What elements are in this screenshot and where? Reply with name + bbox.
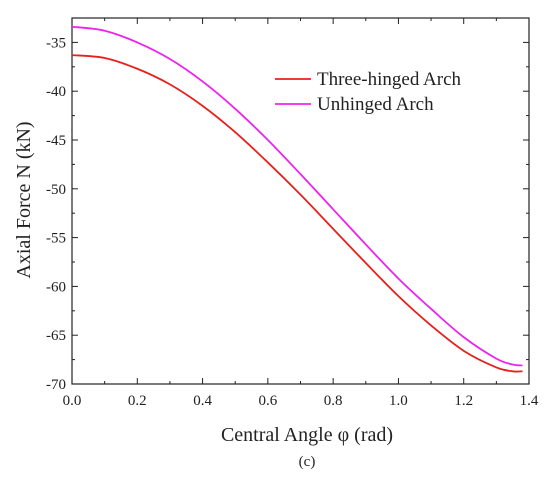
legend-label-unhinged-arch: Unhinged Arch [317,94,434,115]
y-tick-label: -50 [46,182,66,198]
series-line-three-hinged-arch [71,54,523,373]
figure-caption: (c) [299,454,316,470]
y-tick-label: -55 [46,231,66,247]
x-tick-label: 1.4 [520,393,539,409]
legend-label-three-hinged-arch: Three-hinged Arch [317,69,462,90]
x-tick-label: 0.4 [193,393,212,409]
y-tick-label: -70 [46,377,66,393]
y-tick-label: -65 [46,328,66,344]
y-tick-label: -45 [46,133,66,149]
x-tick-label: 0.6 [258,393,277,409]
x-tick-label: 0.8 [324,393,343,409]
x-axis-title: Central Angle φ (rad) [221,424,393,446]
series-line-unhinged-arch [71,25,523,367]
x-tick-label: 1.2 [454,393,473,409]
y-tick-label: -35 [46,35,66,51]
y-tick-label: -40 [46,84,66,100]
x-tick-label: 0.2 [128,393,147,409]
y-tick-label: -60 [46,279,66,295]
y-axis-title: Axial Force N (kN) [13,121,35,278]
x-tick-label: 0.0 [63,393,82,409]
x-tick-label: 1.0 [389,393,408,409]
